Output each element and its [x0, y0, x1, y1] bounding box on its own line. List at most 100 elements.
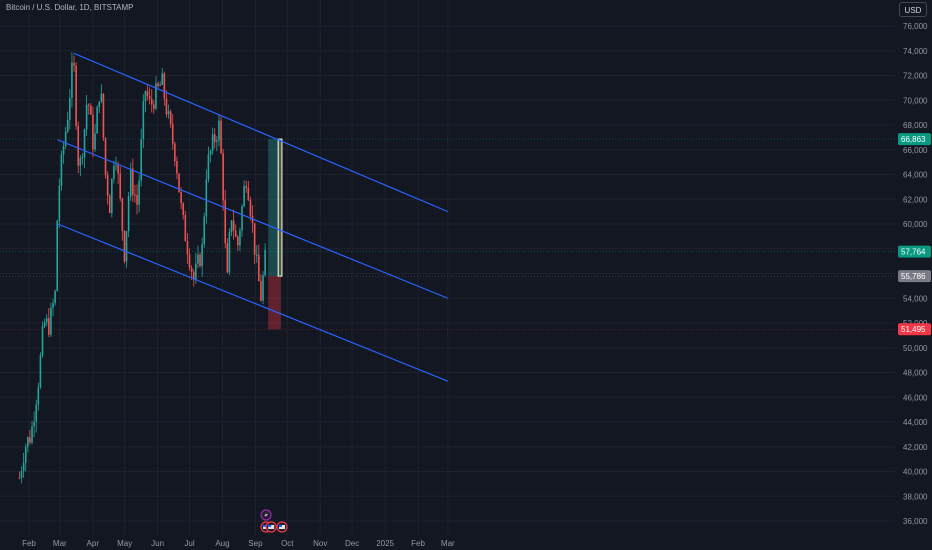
- candle-body: [264, 249, 266, 276]
- price-axis[interactable]: 76,000 74,000 72,000 70,000 68,000 66,000 64,0…: [903, 22, 928, 526]
- candle-body: [43, 322, 46, 327]
- candle-body: [209, 150, 212, 155]
- candle-body: [113, 165, 115, 179]
- time-tick-label: Dec: [345, 539, 359, 548]
- time-tick-label: May: [117, 539, 132, 548]
- candle-body: [178, 173, 180, 193]
- time-axis[interactable]: Feb Mar Apr May Jun Jul Aug Sep Oct Nov Dec 2025 Feb…: [22, 539, 455, 548]
- price-tag: 57,764: [898, 245, 931, 258]
- candles[interactable]: [18, 52, 266, 484]
- price-tick-label: 42,000: [903, 443, 928, 452]
- price-tag-label: 66,863: [901, 135, 926, 144]
- candle-body: [153, 104, 155, 109]
- candle-body: [50, 307, 52, 335]
- candle-body: [169, 111, 172, 125]
- candle-body: [161, 73, 164, 85]
- long-position-tool[interactable]: [268, 138, 283, 330]
- lightning-glyph: [264, 512, 269, 518]
- candle-body: [186, 241, 189, 255]
- candle-body: [230, 220, 233, 233]
- candle-body: [127, 196, 130, 232]
- candle-body: [243, 185, 245, 207]
- currency-button[interactable]: USD: [899, 2, 927, 17]
- candle-body: [98, 101, 101, 108]
- candle-body: [205, 179, 208, 217]
- candle-body: [182, 203, 185, 216]
- candle-body: [125, 231, 128, 262]
- price-tag-bg: [898, 323, 931, 336]
- channel-line-upper[interactable]: [73, 52, 449, 213]
- price-tick-label: 74,000: [903, 47, 928, 56]
- channel-line-middle[interactable]: [57, 139, 449, 299]
- candle-body: [41, 326, 44, 356]
- candle-body: [203, 216, 206, 245]
- candle-body: [104, 137, 107, 175]
- loss-zone[interactable]: [268, 276, 281, 330]
- price-tag: 55,786: [898, 270, 931, 283]
- candle-body: [146, 91, 149, 96]
- candle-body: [239, 230, 241, 246]
- candle-body: [33, 421, 35, 427]
- candle-body: [144, 91, 147, 102]
- candle-body: [234, 230, 237, 237]
- candle-body: [64, 131, 67, 147]
- candle-body: [148, 95, 151, 99]
- candle-body: [45, 318, 48, 323]
- candle-body: [207, 154, 210, 180]
- candle-body: [201, 244, 203, 267]
- price-labels: 66,863 57,764 55,786 51,495: [0, 133, 931, 336]
- price-tick-label: 54,000: [903, 294, 928, 303]
- candle-body: [22, 462, 25, 472]
- candle-body: [106, 174, 109, 196]
- candle-body: [92, 114, 94, 150]
- candle-body: [163, 73, 166, 99]
- price-tick-label: 36,000: [903, 517, 928, 526]
- event-markers[interactable]: [260, 509, 288, 533]
- candle-body: [192, 271, 195, 280]
- channel-line-lower[interactable]: [57, 223, 449, 382]
- candle-body: [228, 232, 231, 273]
- candle-body: [119, 173, 122, 199]
- price-tick-label: 46,000: [903, 393, 928, 402]
- candle-body: [123, 230, 126, 262]
- price-tick-label: 72,000: [903, 72, 928, 81]
- candle-body: [165, 98, 168, 115]
- price-tick-label: 44,000: [903, 418, 928, 427]
- price-tick-label: 66,000: [903, 146, 928, 155]
- price-tag-bg: [898, 133, 931, 146]
- time-tick-label: 2025: [376, 539, 394, 548]
- candle-body: [136, 195, 138, 205]
- candle-body: [85, 104, 88, 130]
- candle-body: [199, 254, 201, 267]
- candle-body: [81, 157, 84, 159]
- candle-body: [69, 97, 71, 120]
- candle-body: [174, 143, 176, 162]
- parallel-channel[interactable]: [57, 52, 449, 382]
- candle-body: [245, 185, 248, 188]
- candle-body: [29, 437, 31, 443]
- time-tick-label: Apr: [87, 539, 100, 548]
- candle-body: [24, 446, 27, 463]
- candle-body: [224, 200, 227, 244]
- time-tick-label: Jul: [184, 539, 194, 548]
- time-tick-label: Oct: [281, 539, 294, 548]
- price-tag-bg: [898, 270, 931, 283]
- price-tag-label: 57,764: [901, 248, 926, 257]
- candle-body: [62, 146, 65, 155]
- flag-canton: [268, 525, 272, 527]
- candle-body: [111, 178, 113, 214]
- time-tick-label: Mar: [441, 539, 455, 548]
- price-tick-label: 50,000: [903, 344, 928, 353]
- time-tick-label: Sep: [248, 539, 263, 548]
- chart-title: Bitcoin / U.S. Dollar, 1D, BITSTAMP: [6, 3, 134, 12]
- candle-body: [27, 437, 29, 447]
- candle-body: [66, 119, 69, 132]
- target-box[interactable]: [277, 138, 283, 277]
- candle-body: [159, 84, 161, 86]
- price-tick-label: 62,000: [903, 195, 928, 204]
- candle-body: [18, 477, 21, 479]
- candle-body: [226, 243, 229, 273]
- candle-body: [58, 186, 61, 221]
- chart-grid: [0, 0, 895, 535]
